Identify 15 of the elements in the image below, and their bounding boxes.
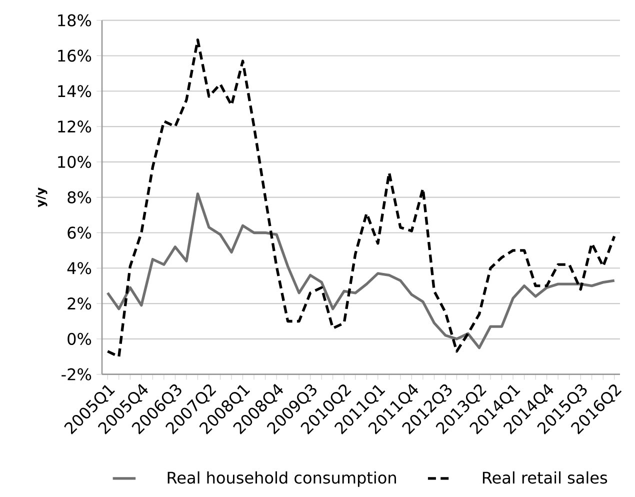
y-tick-label: 2% xyxy=(68,297,92,310)
y-tick-label: 8% xyxy=(68,191,92,204)
y-tick-label: 16% xyxy=(58,50,92,62)
y-tick-label: 0% xyxy=(68,332,92,345)
y-axis-title: y/y xyxy=(36,188,48,208)
y-tick-label: 4% xyxy=(67,262,92,274)
y-tick-label: 6% xyxy=(68,226,92,239)
y-tick-label: -2% xyxy=(62,368,92,380)
legend-label: Real retail sales xyxy=(482,471,608,484)
y-tick-label: 10% xyxy=(58,156,92,168)
line-series xyxy=(106,38,616,358)
y-tick-label: 12% xyxy=(58,120,92,133)
legend-label: Real household consumption xyxy=(168,471,396,487)
y-tick-label: 14% xyxy=(58,85,92,98)
y-tick-label: 18% xyxy=(58,14,92,26)
